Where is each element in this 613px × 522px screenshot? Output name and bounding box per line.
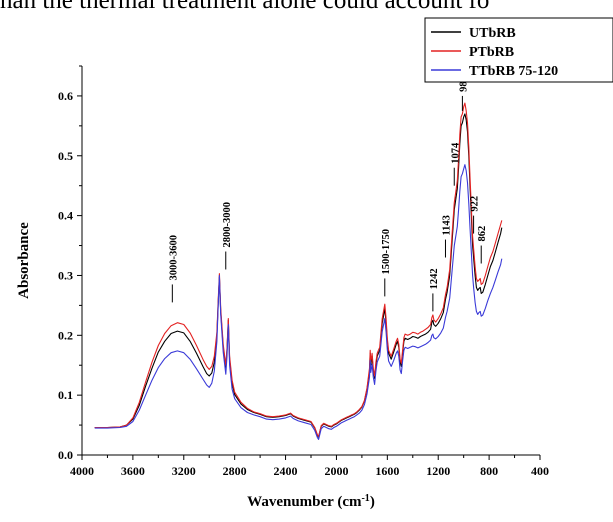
x-tick-label: 400 [531, 464, 549, 478]
annotation-label: 1143 [441, 215, 452, 235]
y-tick-label: 0.6 [58, 89, 73, 103]
y-tick-label: 0.2 [58, 328, 73, 342]
x-axis-title: Wavenumber (cm-1) [247, 493, 375, 511]
y-tick-label: 0.5 [58, 149, 73, 163]
x-axis-title-main: Wavenumber (cm [247, 494, 362, 510]
x-tick-label: 3200 [172, 464, 196, 478]
x-tick-label: 2400 [274, 464, 298, 478]
x-tick-label: 1200 [426, 464, 450, 478]
axes-layer: 4000 3600 3200 2800 2400 2000 1600 1200 800 400 0.… [58, 65, 549, 478]
series-layer [94, 102, 503, 440]
legend: UTbRB PTbRB TTbRB 75-120 [424, 17, 613, 83]
series-line-utbrb [94, 113, 503, 438]
y-axis-title: Absorbance [16, 222, 32, 299]
annotation-label: 2800-3000 [222, 202, 233, 248]
x-axis-title-close: ) [370, 494, 375, 510]
annotation-label: 3000-3600 [168, 235, 179, 281]
x-tick-label: 2800 [223, 464, 247, 478]
x-tick-label: 4000 [70, 464, 94, 478]
x-axis-title-superscript: -1 [361, 493, 369, 504]
annotation-label: 1074 [450, 142, 461, 164]
legend-label: TTbRB 75-120 [469, 64, 558, 79]
annotation-label: 1242 [429, 268, 440, 289]
x-tick-label: 800 [480, 464, 498, 478]
series-line-ptbrb [94, 102, 503, 437]
cropped-body-text: han the thermal treatment alone could ac… [0, 0, 490, 14]
y-tick-label: 0.1 [58, 388, 73, 402]
y-tick-label: 0.0 [58, 448, 73, 462]
legend-label: UTbRB [469, 26, 516, 41]
legend-label: PTbRB [469, 45, 514, 60]
annotations-layer: 3000-3600 2800-3000 1500-1750 1242 1143 1074 9… [168, 52, 488, 312]
y-tick-label: 0.4 [58, 209, 73, 223]
annotation-label: 862 [477, 226, 488, 242]
y-tick-label: 0.3 [58, 268, 73, 282]
annotation-label: 922 [470, 196, 481, 212]
legend-box [424, 17, 613, 83]
x-tick-label: 2000 [324, 464, 348, 478]
x-tick-label: 1600 [375, 464, 399, 478]
annotation-label: 1500-1750 [381, 229, 392, 275]
series-line-ttbrb-75-120 [94, 164, 503, 440]
x-tick-label: 3600 [121, 464, 145, 478]
